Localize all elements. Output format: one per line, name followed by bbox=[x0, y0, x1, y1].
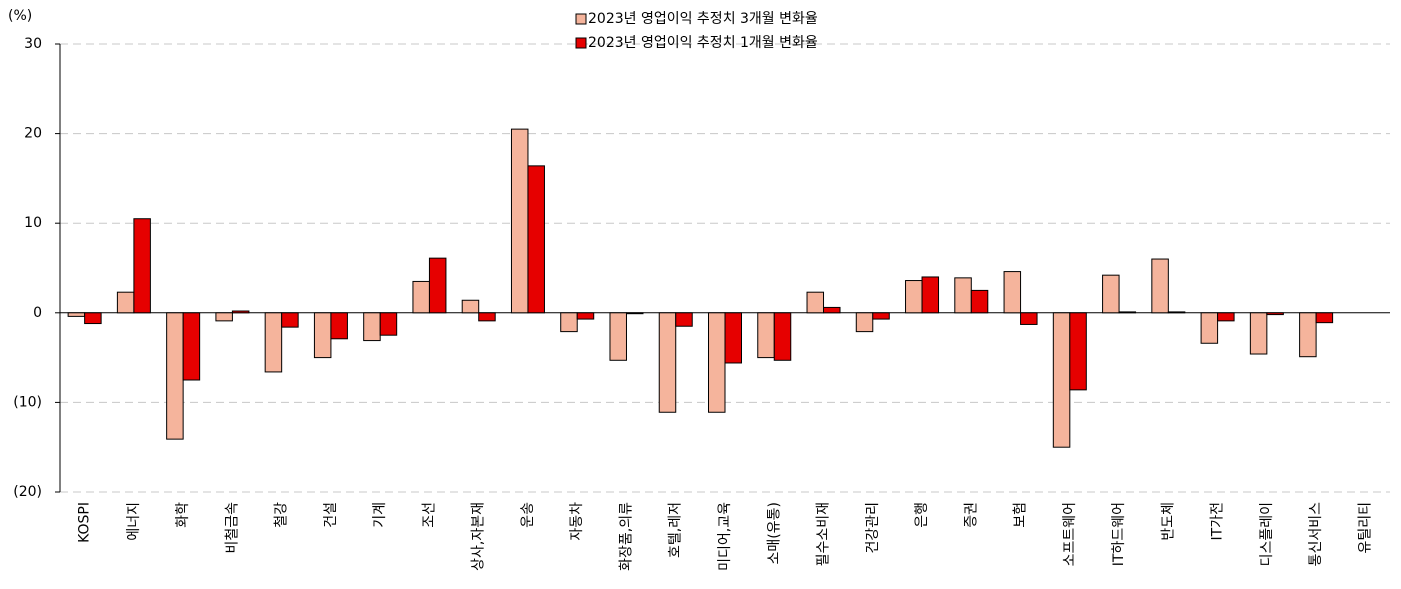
x-tick-label: 미디어,교육 bbox=[717, 502, 733, 571]
x-tick-label: 디스플레이 bbox=[1259, 502, 1275, 566]
bar bbox=[1249, 312, 1268, 355]
x-tick-label: 필수소비재 bbox=[816, 502, 832, 566]
bar bbox=[609, 312, 627, 361]
bar bbox=[1217, 312, 1235, 322]
bar bbox=[1069, 312, 1087, 391]
x-tick-label: 화장품,의류 bbox=[618, 502, 634, 571]
bar bbox=[461, 299, 480, 314]
x-tick-label: IT가전 bbox=[1210, 502, 1226, 540]
y-tick-label: 0 bbox=[33, 305, 42, 321]
bar bbox=[264, 312, 283, 373]
bar bbox=[806, 291, 825, 314]
bar bbox=[708, 312, 726, 413]
x-tick-label: 호텔,레저 bbox=[668, 502, 684, 558]
bar bbox=[215, 312, 233, 322]
bar bbox=[1020, 312, 1038, 325]
x-tick-label: IT하드웨어 bbox=[1111, 502, 1127, 566]
bar bbox=[166, 312, 184, 440]
x-tick-label: 조선 bbox=[421, 502, 437, 528]
x-tick-label: 자동차 bbox=[569, 502, 585, 541]
bar bbox=[428, 257, 447, 314]
x-tick-label: 철강 bbox=[274, 502, 290, 528]
x-tick-label: 보험 bbox=[1013, 502, 1029, 528]
x-tick-label: 화학 bbox=[175, 502, 191, 528]
bar bbox=[231, 310, 250, 314]
bar bbox=[1167, 311, 1186, 314]
x-tick-label: 건설 bbox=[323, 502, 339, 528]
bar bbox=[363, 312, 381, 342]
bar bbox=[905, 280, 923, 314]
x-tick-label: 건강관리 bbox=[865, 502, 881, 554]
legend-label: 2023년 영업이익 추정치 1개월 변화율 bbox=[588, 35, 818, 51]
bar bbox=[133, 218, 151, 314]
bar bbox=[921, 276, 940, 314]
x-tick-label: 유틸리티 bbox=[1357, 502, 1373, 554]
bar bbox=[855, 312, 874, 333]
bar bbox=[478, 312, 496, 322]
x-tick-label: 운송 bbox=[520, 502, 536, 528]
y-tick-label: 20 bbox=[24, 126, 42, 142]
bar bbox=[1118, 311, 1137, 314]
legend-swatch bbox=[575, 13, 587, 25]
bar bbox=[560, 312, 578, 333]
bar bbox=[1151, 258, 1169, 314]
x-tick-label: 통신서비스 bbox=[1308, 502, 1324, 567]
bar bbox=[675, 312, 693, 327]
bar bbox=[510, 128, 529, 314]
x-tick-label: 비철금속 bbox=[224, 502, 240, 554]
bar bbox=[281, 312, 299, 328]
x-tick-label: 소프트웨어 bbox=[1062, 502, 1078, 566]
bar bbox=[84, 312, 102, 325]
x-tick-label: 반도체 bbox=[1160, 502, 1176, 541]
bar bbox=[313, 312, 332, 359]
bar bbox=[182, 312, 201, 381]
legend-label: 2023년 영업이익 추정치 3개월 변화율 bbox=[588, 11, 818, 27]
bar bbox=[1299, 312, 1317, 358]
x-tick-label: 증권 bbox=[963, 502, 979, 528]
bar bbox=[658, 312, 677, 413]
y-tick-label: 10 bbox=[24, 215, 42, 231]
bar bbox=[773, 312, 792, 361]
x-tick-label: 상사,자본재 bbox=[471, 502, 487, 571]
x-tick-label: KOSPI bbox=[77, 502, 93, 543]
bar bbox=[1003, 271, 1022, 314]
x-tick-label: 소매(유통) bbox=[766, 502, 782, 564]
x-tick-label: 기계 bbox=[372, 502, 388, 528]
bar bbox=[872, 312, 890, 320]
bar bbox=[527, 165, 545, 314]
bar bbox=[757, 312, 775, 359]
y-tick-label: (10) bbox=[13, 394, 42, 410]
bar bbox=[724, 312, 742, 364]
bar bbox=[330, 312, 348, 340]
bar bbox=[823, 306, 841, 314]
bar bbox=[379, 312, 398, 336]
bar bbox=[1315, 312, 1334, 324]
x-tick-label: 은행 bbox=[914, 502, 930, 528]
bar bbox=[970, 289, 989, 314]
legend-swatch bbox=[575, 37, 587, 49]
bar bbox=[67, 312, 86, 317]
y-tick-label: (20) bbox=[13, 484, 42, 500]
bar bbox=[116, 291, 135, 314]
bar bbox=[954, 277, 972, 314]
bar bbox=[412, 280, 430, 314]
bar bbox=[1200, 312, 1219, 344]
y-unit: (%) bbox=[8, 8, 32, 24]
y-tick-label: 30 bbox=[24, 36, 42, 52]
bar bbox=[1052, 312, 1071, 448]
bar bbox=[1102, 274, 1120, 314]
x-tick-label: 에너지 bbox=[126, 502, 142, 541]
bar bbox=[625, 312, 644, 315]
bar bbox=[1266, 312, 1284, 316]
bar bbox=[576, 312, 595, 320]
